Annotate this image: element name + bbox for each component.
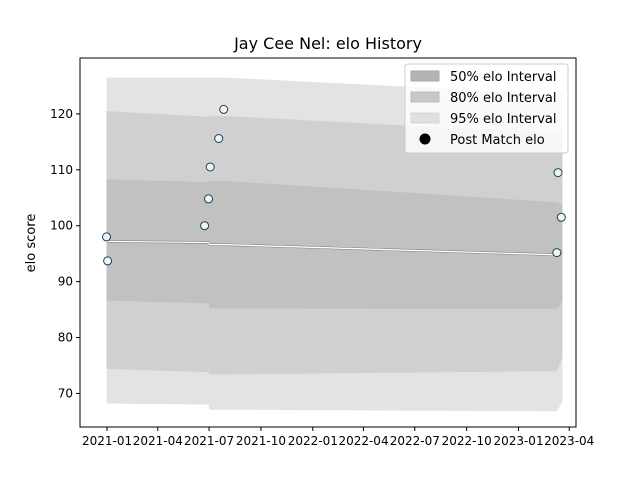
legend-label: 50% elo Interval xyxy=(450,70,557,85)
x-tick-label: 2021-07 xyxy=(184,434,234,448)
post-match-point xyxy=(200,221,210,231)
x-tick-label: 2022-04 xyxy=(338,434,388,448)
post-match-point xyxy=(103,256,113,266)
legend-box xyxy=(404,63,569,154)
legend-label: 80% elo Interval xyxy=(450,91,557,106)
post-match-point xyxy=(102,232,111,242)
axes: 2021-01 2021-04 2021-07 2021-10 2022-01 2022-… xyxy=(50,57,594,448)
y-tick-label: 110 xyxy=(50,163,73,177)
y-tick-label: 100 xyxy=(50,219,73,233)
post-match-point xyxy=(205,162,215,172)
chart-title: Jay Cee Nel: elo History xyxy=(233,34,422,53)
x-tick-label: 2022-10 xyxy=(442,434,492,448)
x-tick-label: 2022-01 xyxy=(288,434,338,448)
legend: 50% elo Interval 80% elo Interval 95% elo … xyxy=(404,63,569,154)
post-match-point xyxy=(204,194,213,204)
x-tick-label: 2023-01 xyxy=(493,434,543,448)
x-tick-label: 2023-04 xyxy=(544,434,594,448)
y-tick-label: 80 xyxy=(58,331,73,345)
legend-swatch xyxy=(410,91,440,103)
plot-frame xyxy=(79,57,577,428)
post-match-point xyxy=(552,248,562,258)
post-match-points xyxy=(102,104,566,266)
x-tick-label: 2021-01 xyxy=(82,434,132,448)
y-tick-label: 120 xyxy=(50,107,73,121)
x-tick-label: 2022-07 xyxy=(390,434,440,448)
legend-swatch xyxy=(410,70,440,82)
post-match-point xyxy=(553,168,563,178)
y-axis-label: elo score xyxy=(24,214,39,273)
post-match-point xyxy=(556,212,566,222)
legend-marker xyxy=(419,133,431,145)
x-tick-label: 2021-10 xyxy=(236,434,286,448)
x-tick-label: 2021-04 xyxy=(133,434,183,448)
post-match-point xyxy=(219,104,229,114)
y-tick-label: 70 xyxy=(58,386,73,400)
legend-label: Post Match elo xyxy=(450,133,545,148)
interval-band-2 xyxy=(106,179,563,309)
y-tick-label: 90 xyxy=(58,275,73,289)
post-match-point xyxy=(214,134,224,143)
interval-bands xyxy=(106,77,563,412)
legend-label: 95% elo Interval xyxy=(450,112,557,127)
legend-swatch xyxy=(410,112,440,124)
